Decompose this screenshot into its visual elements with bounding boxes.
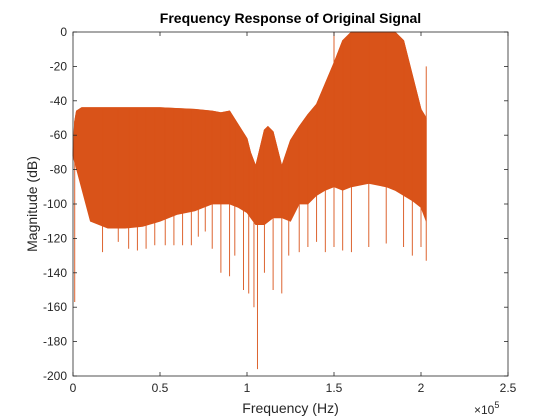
x-exponent-power: 5 [494, 400, 499, 410]
x-axis-exponent: ×105 [474, 400, 499, 417]
axes-layer: 0 0.5 1 1.5 2 2.5 0 -20 -40 -60 -80 -100 -120 -140 -16… [43, 25, 517, 395]
y-tick-label: -140 [43, 266, 67, 280]
y-tick-label: -40 [50, 94, 68, 108]
x-tick-label: 1.5 [326, 381, 343, 395]
y-tick-label: -20 [50, 59, 68, 73]
y-tick-label: -80 [50, 163, 68, 177]
data-layer [72, 31, 427, 370]
chart-title: Frequency Response of Original Signal [160, 10, 421, 26]
x-tick-label: 2 [418, 381, 425, 395]
x-axis-label: Frequency (Hz) [242, 400, 338, 416]
y-tick-label: -200 [43, 369, 67, 383]
y-tick-label: -180 [43, 335, 67, 349]
x-tick-label: 0 [70, 381, 77, 395]
x-exponent-base: ×10 [474, 403, 495, 417]
y-tick-label: 0 [60, 25, 67, 39]
x-tick-label: 1 [244, 381, 251, 395]
x-tick-label: 2.5 [500, 381, 517, 395]
y-tick-label: -120 [43, 231, 67, 245]
x-tick-label: 0.5 [152, 381, 169, 395]
y-tick-label: -100 [43, 197, 67, 211]
y-axis-label: Magnitude (dB) [24, 156, 40, 252]
y-tick-label: -60 [50, 128, 68, 142]
y-tick-label: -160 [43, 300, 67, 314]
